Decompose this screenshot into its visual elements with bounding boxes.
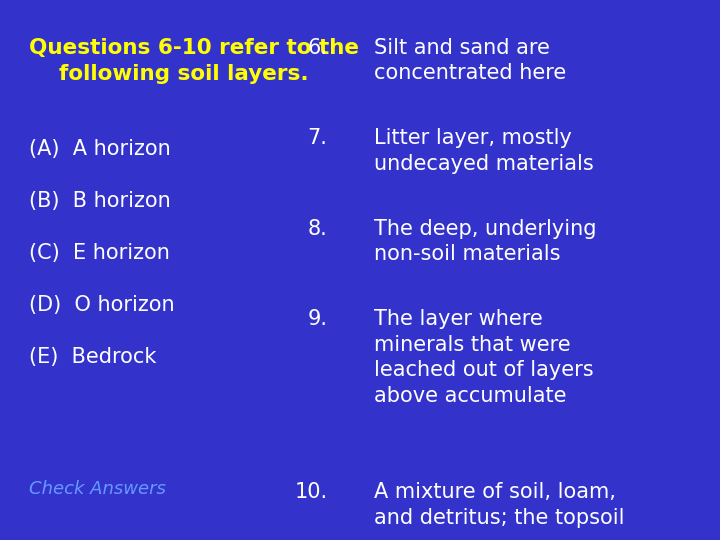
Text: 10.: 10.	[294, 482, 328, 502]
Text: The layer where
minerals that were
leached out of layers
above accumulate: The layer where minerals that were leach…	[374, 309, 594, 406]
Text: (C)  E horizon: (C) E horizon	[29, 244, 170, 264]
Text: 8.: 8.	[308, 219, 328, 239]
Text: Check Answers: Check Answers	[29, 481, 166, 498]
Text: (D)  O horizon: (D) O horizon	[29, 295, 174, 315]
Text: (E)  Bedrock: (E) Bedrock	[29, 347, 156, 367]
Text: Silt and sand are
concentrated here: Silt and sand are concentrated here	[374, 37, 567, 83]
Text: 9.: 9.	[307, 309, 328, 329]
Text: Questions 6-10 refer to the
    following soil layers.: Questions 6-10 refer to the following so…	[29, 37, 359, 84]
Text: (B)  B horizon: (B) B horizon	[29, 191, 171, 211]
Text: (A)  A horizon: (A) A horizon	[29, 139, 171, 159]
Text: 6.: 6.	[307, 37, 328, 58]
Text: Litter layer, mostly
undecayed materials: Litter layer, mostly undecayed materials	[374, 128, 594, 174]
Text: 7.: 7.	[307, 128, 328, 148]
Text: A mixture of soil, loam,
and detritus; the topsoil: A mixture of soil, loam, and detritus; t…	[374, 482, 625, 528]
Text: The deep, underlying
non-soil materials: The deep, underlying non-soil materials	[374, 219, 597, 264]
